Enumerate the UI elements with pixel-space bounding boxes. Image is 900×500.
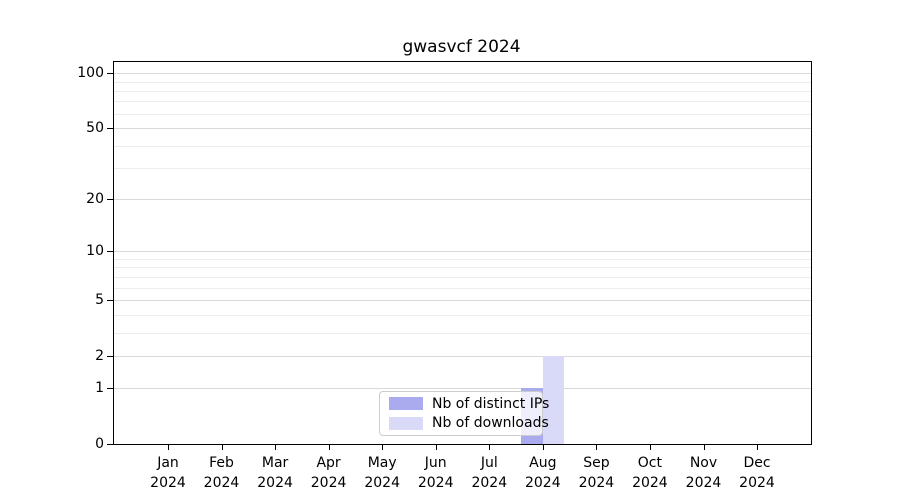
y-tick-mark <box>107 300 113 301</box>
gridline-major <box>114 388 811 390</box>
x-tick-label: Jul 2024 <box>471 455 508 492</box>
y-tick-mark <box>107 444 113 445</box>
gridline-major <box>114 300 811 301</box>
y-tick-label: 2 <box>95 347 104 364</box>
x-tick-label: May 2024 <box>364 455 400 492</box>
x-tick-label: Feb 2024 <box>203 455 240 492</box>
y-tick-mark <box>107 128 113 129</box>
x-tick-label: Aug 2024 <box>524 455 561 492</box>
gridline-minor <box>114 113 811 115</box>
legend: Nb of distinct IPs Nb of downloads <box>379 391 549 436</box>
legend-swatch-downloads <box>389 416 423 430</box>
gridline-minor <box>114 145 811 147</box>
gridline-major <box>114 199 811 201</box>
x-tick-mark <box>382 445 384 450</box>
y-tick-mark <box>107 388 113 389</box>
legend-label-downloads: Nb of downloads <box>432 415 549 432</box>
x-tick-mark <box>757 445 758 450</box>
plot-area: Nb of distinct IPs Nb of downloads 0 1 2 5 1… <box>77 61 812 491</box>
gridline-major <box>114 355 811 357</box>
gridline-major <box>114 128 811 129</box>
x-tick-mark <box>649 445 651 450</box>
gridline-minor <box>114 90 811 92</box>
chart-title: gwasvcf 2024 <box>402 37 521 57</box>
y-tick-label: 100 <box>77 65 104 82</box>
gridline-minor <box>114 81 811 83</box>
y-tick-label: 10 <box>86 243 104 260</box>
y-tick-mark <box>107 73 113 74</box>
legend-item-downloads: Nb of downloads <box>389 415 549 431</box>
x-tick-mark <box>328 445 330 450</box>
x-tick-label: Dec 2024 <box>739 455 775 492</box>
x-tick-label: Apr 2024 <box>310 455 347 492</box>
y-tick-mark <box>107 356 113 357</box>
x-tick-mark <box>542 445 544 450</box>
gridline-minor <box>114 267 811 269</box>
x-tick-label: Nov 2024 <box>685 455 722 492</box>
y-tick-label: 1 <box>95 380 104 397</box>
gridline-major <box>114 251 811 253</box>
gridline-minor <box>114 168 811 169</box>
x-tick-label: Mar 2024 <box>257 455 293 492</box>
legend-item-distinct-ips: Nb of distinct IPs <box>389 396 549 412</box>
gridline-minor <box>114 287 811 289</box>
y-tick-label: 0 <box>95 436 104 452</box>
x-tick-label: Sep 2024 <box>578 455 615 492</box>
gridline-major <box>114 73 811 75</box>
gridline-minor <box>114 276 811 278</box>
x-tick-mark <box>435 445 437 450</box>
bar-downloads-aug <box>542 355 565 444</box>
gridline-minor <box>114 101 811 103</box>
x-tick-mark <box>489 445 491 450</box>
x-tick-mark <box>168 445 169 450</box>
y-tick-label: 50 <box>86 120 104 136</box>
gridline-minor <box>114 314 811 316</box>
gridline-minor <box>114 332 811 334</box>
gridline-minor <box>114 259 811 260</box>
x-tick-label: Jan 2024 <box>150 455 186 492</box>
y-tick-label: 5 <box>95 292 104 308</box>
x-tick-mark <box>703 445 705 450</box>
y-tick-label: 20 <box>86 191 104 208</box>
x-tick-label: Jun 2024 <box>417 455 454 492</box>
x-tick-mark <box>596 445 598 450</box>
x-tick-label: Oct 2024 <box>632 455 668 492</box>
legend-label-distinct-ips: Nb of distinct IPs <box>432 395 550 412</box>
legend-swatch-distinct-ips <box>389 397 423 411</box>
y-tick-mark <box>107 199 113 200</box>
x-tick-mark <box>275 445 277 450</box>
y-tick-mark <box>107 251 113 252</box>
x-tick-mark <box>221 445 223 450</box>
